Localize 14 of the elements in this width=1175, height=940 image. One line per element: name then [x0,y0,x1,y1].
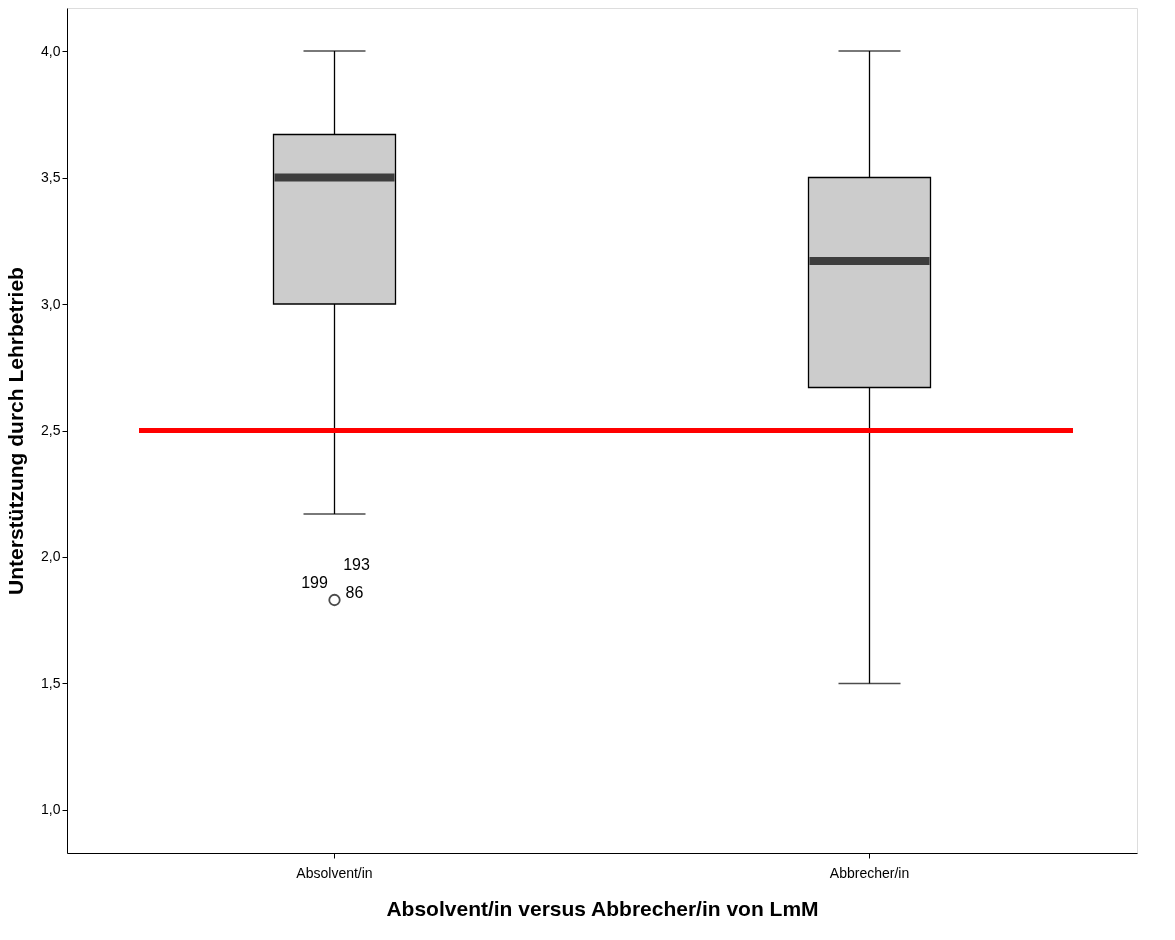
y-tick-label: 3,0 [41,295,61,312]
x-axis-title: Absolvent/in versus Abbrecher/in von LmM [386,896,819,920]
y-tick-label: 2,5 [41,422,61,438]
y-tick-label: 1,0 [41,801,61,818]
x-tick-label: Absolvent/in [296,864,373,881]
annotation: 199 [301,574,328,592]
y-axis-title: Unterstützung durch Lehrbetrieb [4,267,28,595]
x-tick-label: Abbrecher/in [829,864,910,881]
y-tick-label: 4,0 [41,42,61,59]
y-tick-label: 2,0 [41,548,61,565]
annotation: 86 [345,584,364,602]
y-tick-label: 3,5 [41,169,61,186]
annotation: 193 [343,556,370,574]
y-tick-label: 1,5 [41,674,61,691]
